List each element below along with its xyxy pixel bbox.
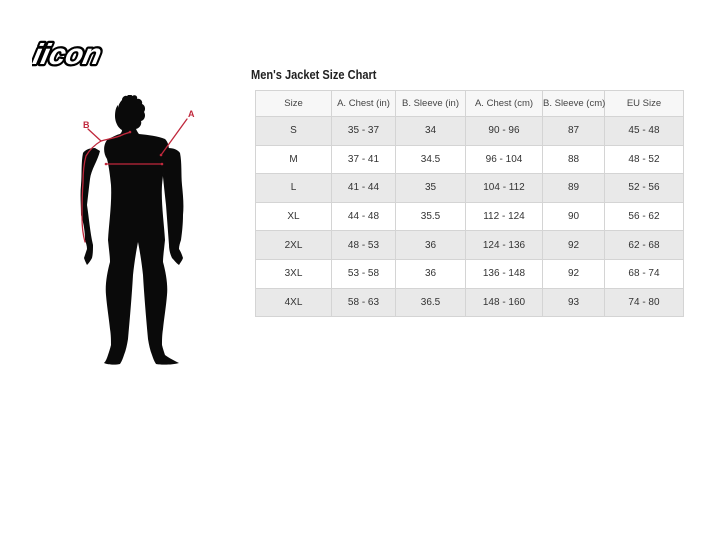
svg-text:A: A — [188, 109, 195, 119]
svg-text:B: B — [83, 120, 90, 130]
svg-text:iicon: iicon — [32, 38, 105, 71]
